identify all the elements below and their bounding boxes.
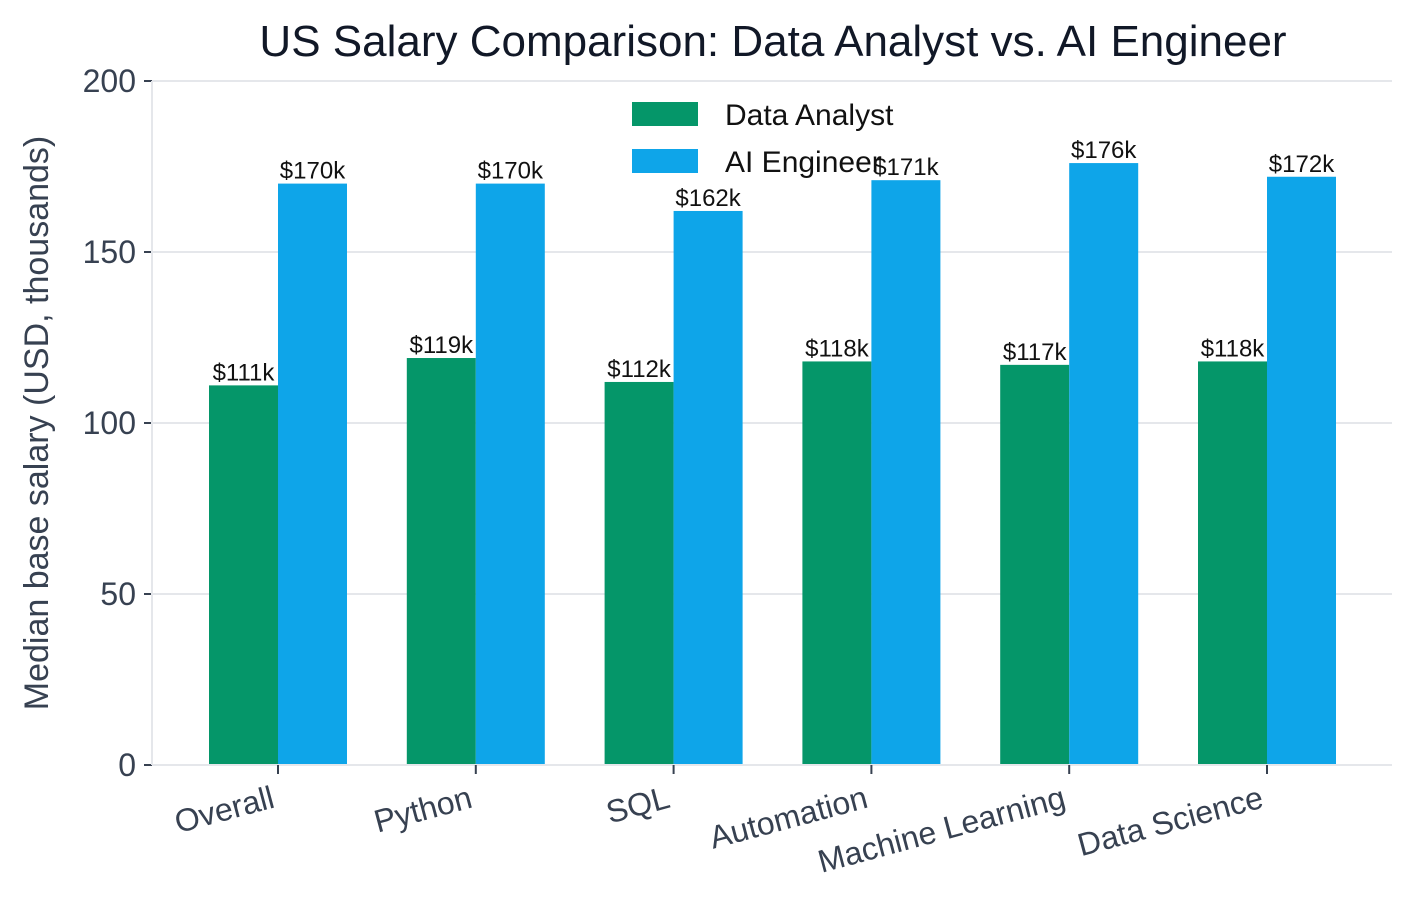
data-label: $111k <box>213 359 276 386</box>
bar-data-analyst <box>1198 361 1267 765</box>
y-tick-label: 100 <box>83 405 136 441</box>
data-label: $176k <box>1071 137 1137 164</box>
x-tick-label: Python <box>370 779 476 840</box>
x-tick-label: Data Science <box>1074 779 1267 863</box>
bar-data-analyst <box>604 381 674 765</box>
bar-ai-engineer <box>871 180 941 765</box>
bar-ai-engineer <box>673 210 743 765</box>
legend-label: Data Analyst <box>725 99 894 132</box>
bar-data-analyst <box>209 385 278 765</box>
data-label: $171k <box>873 154 939 181</box>
legend-swatch-ai-engineer <box>632 149 698 173</box>
data-label: $119k <box>409 332 474 359</box>
y-tick-label: 150 <box>83 234 136 270</box>
bar-data-analyst <box>1000 364 1070 765</box>
legend-label: AI Engineer <box>725 146 882 179</box>
data-label: $162k <box>675 185 741 212</box>
data-label: $117k <box>1003 339 1068 366</box>
data-label: $118k <box>1201 335 1266 362</box>
bar-ai-engineer <box>1069 163 1139 765</box>
data-label: $112k <box>607 356 672 383</box>
data-label: $170k <box>478 158 544 185</box>
y-tick-label: 0 <box>118 747 136 783</box>
bar-data-analyst <box>802 361 872 765</box>
x-tick-label: Overall <box>171 779 278 840</box>
data-labels: $111k $170k $119k $170k $112k $162k $118k $171k… <box>213 137 1336 386</box>
bar-ai-engineer <box>475 183 545 766</box>
y-tick-label: 200 <box>83 63 136 99</box>
data-label: $172k <box>1269 151 1335 178</box>
bar-ai-engineer <box>278 183 347 766</box>
x-tick-label: SQL <box>602 779 673 830</box>
bar-data-analyst <box>406 358 476 765</box>
y-tick-label: 50 <box>100 576 136 612</box>
legend: Data Analyst AI Engineer <box>632 99 894 179</box>
y-axis-label: Median base salary (USD, thousands) <box>18 136 56 711</box>
data-label: $118k <box>805 335 870 362</box>
gridlines <box>152 80 1392 595</box>
bar-ai-engineer <box>1267 176 1336 765</box>
data-label: $170k <box>280 158 346 185</box>
legend-swatch-data-analyst <box>632 102 698 126</box>
chart-title: US Salary Comparison: Data Analyst vs. A… <box>259 17 1286 66</box>
bars <box>209 163 1336 766</box>
